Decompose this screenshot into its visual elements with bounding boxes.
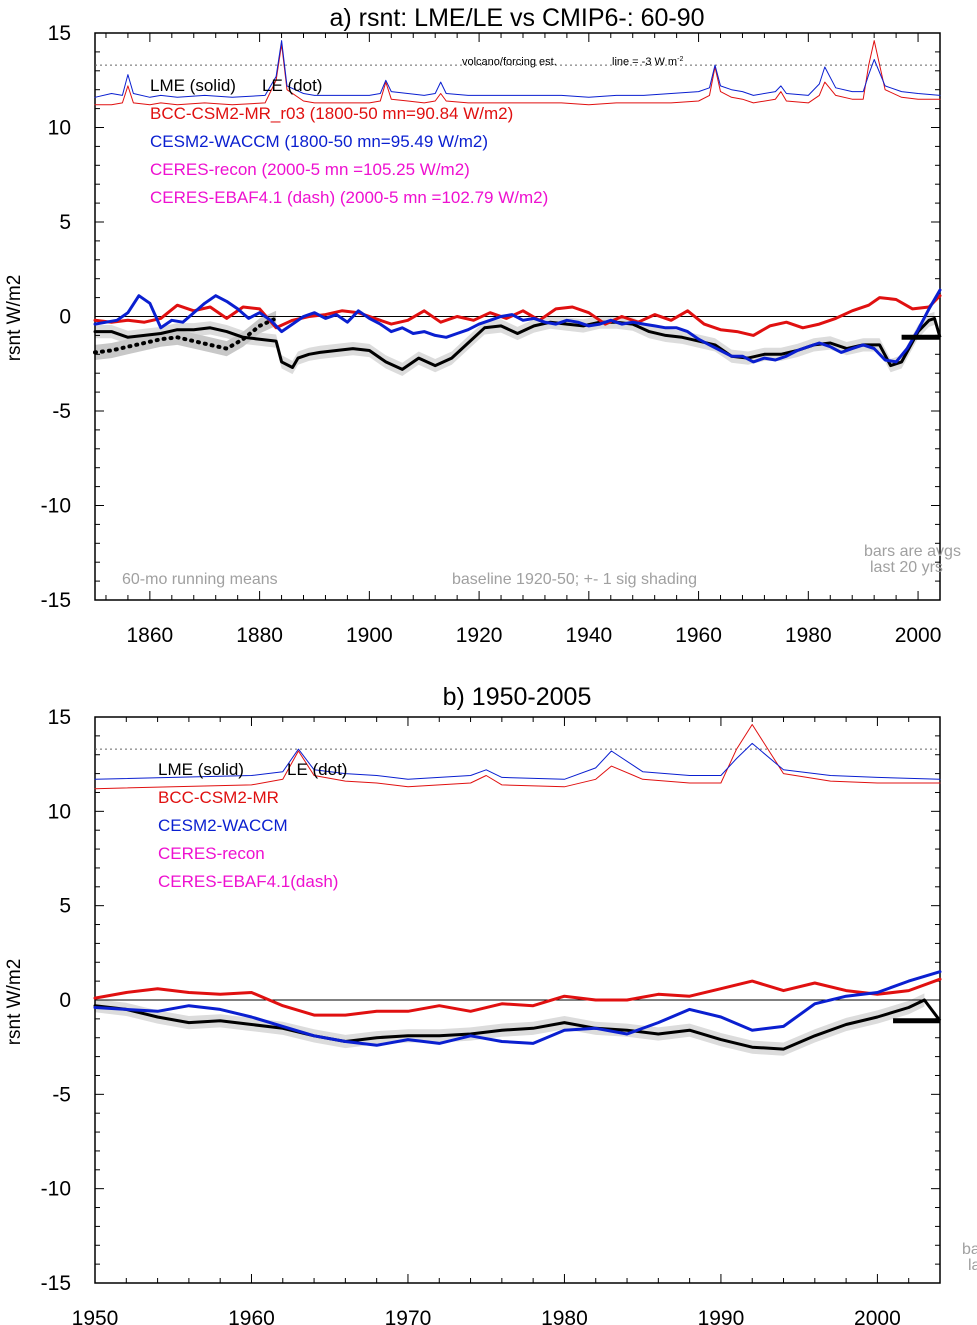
panel-a-title: a) rsnt: LME/LE vs CMIP6-: 60-90 (329, 4, 704, 32)
panel-b: b) 1950-2005 rsnt W/m2 -15 -10 -5 0 5 10 15 195… (4, 683, 977, 1325)
panel-b-lme-tail (923, 999, 942, 1022)
panel-b-series-volcano-forcing-est-bcc (94, 724, 941, 790)
panel-b-ytick-label: 0 (59, 989, 71, 1012)
legend-le: LE (dot) (262, 76, 322, 95)
panel-a-ytick-label: 10 (48, 117, 71, 140)
panel-a-series-cesm2-waccm-1800-50-mn-95-49-w-m2 (93, 288, 942, 364)
legend-cesm: CESM2-WACCM (1800-50 mn=95.49 W/m2) (150, 132, 488, 151)
panel-b-series-volcano-forcing-est-cesm (94, 742, 941, 780)
panel-a-xtick-label: 1860 (127, 624, 174, 647)
panel-a-series-le-dot (93, 316, 279, 355)
line-note-main: line = -3 W m (612, 56, 677, 68)
note-bars-line2: last 20 yrs (870, 559, 943, 576)
panel-b-ytick-label: 5 (59, 895, 71, 918)
legend-b-bcc: BCC-CSM2-MR (158, 788, 279, 807)
legend-b-cesm: CESM2-WACCM (158, 816, 288, 835)
legend-b-lme: LME (solid) (158, 760, 244, 779)
panel-b-ylabel: rsnt W/m2 (4, 959, 25, 1046)
panel-b-lme-shading (95, 993, 925, 1056)
note-bars-line1: bars are avgs (864, 543, 961, 560)
legend-b-ceres-ebaf: CERES-EBAF4.1(dash) (158, 872, 338, 891)
note-b-bars-line2: la (968, 1257, 977, 1274)
note-b-bars-line1: ba (962, 1241, 977, 1258)
panel-b-plot-area: -15 -10 -5 0 5 10 15 1950 1960 1970 1980 1990 2000 (41, 706, 942, 1325)
panel-a-xtick-label: 2000 (895, 624, 942, 647)
panel-b-xtick-label: 1990 (698, 1307, 745, 1325)
panel-a-lme-tail (933, 317, 942, 338)
panel-b-ytick-label: 10 (48, 800, 71, 823)
panel-a: a) rsnt: LME/LE vs CMIP6-: 60-90 rsnt W/… (4, 4, 961, 647)
volcano-note: volcano/forcing est. (462, 56, 557, 68)
panel-a-xtick-label: 1960 (675, 624, 722, 647)
panel-a-ytick-label: 0 (59, 306, 71, 329)
panel-b-xtick-label: 2000 (854, 1307, 901, 1325)
panel-b-series-cesm2-waccm (93, 970, 942, 1047)
legend-bcc: BCC-CSM2-MR_r03 (1800-50 mn=90.84 W/m2) (150, 104, 513, 123)
note-running-means: 60-mo running means (122, 571, 278, 588)
panel-b-ytick-label: 15 (48, 706, 71, 729)
panel-b-ytick-label: -5 (52, 1083, 71, 1106)
panel-b-ytick-label: -15 (41, 1272, 71, 1295)
panel-a-plot-area: -15 -10 -5 0 5 10 15 1860 1880 1900 1920 1940 1960 19… (41, 22, 942, 647)
panel-a-ytick-label: 5 (59, 211, 71, 234)
legend-ceres-ebaf: CERES-EBAF4.1 (dash) (2000-5 mn =102.79 … (150, 188, 548, 207)
panel-a-ytick-label: 15 (48, 22, 71, 45)
panel-b-series-lme-solid (93, 998, 926, 1051)
line-note: line = -3 W m-2 (612, 56, 683, 68)
panel-b-xtick-label: 1980 (541, 1307, 588, 1325)
panel-b-ytick-label: -10 (41, 1178, 71, 1201)
panel-a-lme-shading (95, 311, 935, 376)
panel-a-ytick-label: -5 (52, 400, 71, 423)
panel-a-xtick-label: 1880 (236, 624, 283, 647)
panel-a-xtick-label: 1980 (785, 624, 832, 647)
panel-b-xtick-label: 1960 (228, 1307, 275, 1325)
panel-b-xtick-label: 1950 (72, 1307, 119, 1325)
note-baseline: baseline 1920-50; +- 1 sig shading (452, 571, 697, 588)
panel-a-ytick-label: -10 (41, 495, 71, 518)
legend-b-ceres-recon: CERES-recon (158, 844, 265, 863)
panel-a-xtick-label: 1940 (565, 624, 612, 647)
legend-b-le: LE (dot) (287, 760, 347, 779)
panel-a-xtick-label: 1900 (346, 624, 393, 647)
legend-ceres-recon: CERES-recon (2000-5 mn =105.25 W/m2) (150, 160, 470, 179)
panel-a-xtick-label: 1920 (456, 624, 503, 647)
panel-b-xtick-label: 1970 (385, 1307, 432, 1325)
panel-a-ylabel: rsnt W/m2 (4, 275, 25, 362)
panel-b-title: b) 1950-2005 (443, 683, 592, 711)
panel-b-series-bcc-csm2-mr (93, 977, 942, 1017)
line-note-sup: -2 (677, 56, 683, 63)
legend-lme: LME (solid) (150, 76, 236, 95)
panel-a-series-volcano-forcing-est-cesm (94, 40, 941, 98)
panel-a-ytick-label: -15 (41, 589, 71, 612)
panel-a-series-volcano-forcing-est-bcc (94, 40, 941, 106)
